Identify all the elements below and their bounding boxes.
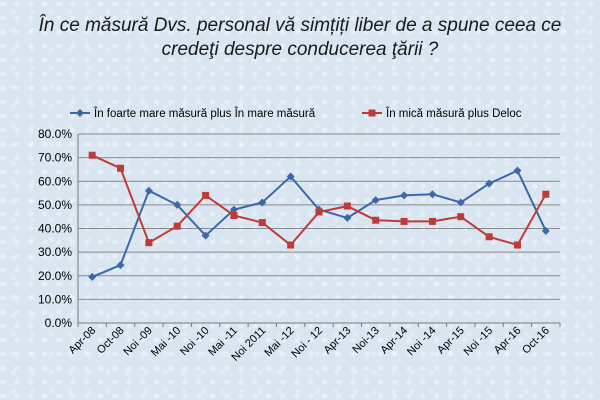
x-tick-label: Noi -14 xyxy=(405,325,439,359)
data-point xyxy=(117,164,125,172)
y-tick-label: 50.0% xyxy=(38,198,72,212)
x-tick-label: Noi - 12 xyxy=(289,325,325,361)
x-tick-label: Noi-13 xyxy=(350,325,381,356)
legend-label: În mică măsură plus Deloc xyxy=(385,107,522,120)
data-point xyxy=(88,151,96,159)
y-tick-label: 0.0% xyxy=(45,316,73,330)
x-tick-label: Noi -09 xyxy=(121,325,155,359)
data-point xyxy=(202,191,210,199)
data-point xyxy=(88,272,97,281)
data-point xyxy=(173,200,182,209)
data-point xyxy=(485,233,493,241)
y-tick-label: 30.0% xyxy=(38,245,72,259)
data-point xyxy=(428,217,436,225)
data-point xyxy=(513,241,521,249)
legend-marker xyxy=(368,109,376,117)
x-tick-label: Apr-13 xyxy=(322,325,354,357)
data-point xyxy=(286,172,295,181)
x-tick-label: Mai -10 xyxy=(149,325,183,359)
x-tick-label: Noi -15 xyxy=(462,325,496,359)
x-tick-label: Oct-08 xyxy=(95,325,127,357)
legend: În foarte mare măsură plus În mare măsur… xyxy=(70,107,522,120)
data-point xyxy=(229,205,238,214)
data-point xyxy=(400,217,408,225)
data-point xyxy=(258,219,266,227)
x-tick-label: Noi -10 xyxy=(178,325,212,359)
data-point xyxy=(173,222,181,230)
data-point xyxy=(343,202,351,210)
y-tick-label: 20.0% xyxy=(38,269,72,283)
y-tick-label: 80.0% xyxy=(38,127,72,141)
legend-entry-2: În mică măsură plus Deloc xyxy=(362,107,522,120)
y-tick-label: 70.0% xyxy=(38,151,72,165)
y-tick-label: 10.0% xyxy=(38,292,72,306)
x-tick-label: Apr-16 xyxy=(492,325,524,357)
data-point xyxy=(258,198,267,207)
data-point xyxy=(457,213,465,221)
data-point xyxy=(541,226,550,235)
gridlines xyxy=(78,133,560,324)
data-point xyxy=(513,166,522,175)
data-point xyxy=(400,191,409,200)
x-tick-label: Apr-14 xyxy=(378,325,410,357)
x-tick-label: Apr-15 xyxy=(435,325,467,357)
data-point xyxy=(116,261,125,270)
data-point xyxy=(201,231,210,240)
series-line xyxy=(91,154,547,247)
legend-entry-1: În foarte mare măsură plus În mare măsur… xyxy=(70,107,316,120)
series-group xyxy=(88,151,550,281)
data-point xyxy=(485,179,494,188)
series-2 xyxy=(88,151,550,249)
series-line xyxy=(91,169,547,278)
data-point xyxy=(428,190,437,199)
x-tick-label: Oct-16 xyxy=(520,325,552,357)
chart-title: În ce măsură Dvs. personal vă simțiți li… xyxy=(38,15,562,60)
data-point xyxy=(456,198,465,207)
y-tick-label: 60.0% xyxy=(38,174,72,188)
data-point xyxy=(372,216,380,224)
data-point xyxy=(343,213,352,222)
legend-marker xyxy=(76,109,84,117)
legend-label: În foarte mare măsură plus În mare măsur… xyxy=(93,107,316,120)
data-point xyxy=(287,241,295,249)
series-1 xyxy=(88,166,550,281)
data-point xyxy=(371,196,380,205)
y-axis: 0.0% 10.0% 20.0% 30.0% 40.0% 50.0% 60.0% 70.0% 8… xyxy=(38,127,79,330)
data-point xyxy=(315,208,323,216)
data-point xyxy=(542,190,550,198)
y-tick-label: 40.0% xyxy=(38,222,72,236)
data-point xyxy=(230,212,238,220)
data-point xyxy=(145,239,153,247)
data-point xyxy=(144,186,153,195)
